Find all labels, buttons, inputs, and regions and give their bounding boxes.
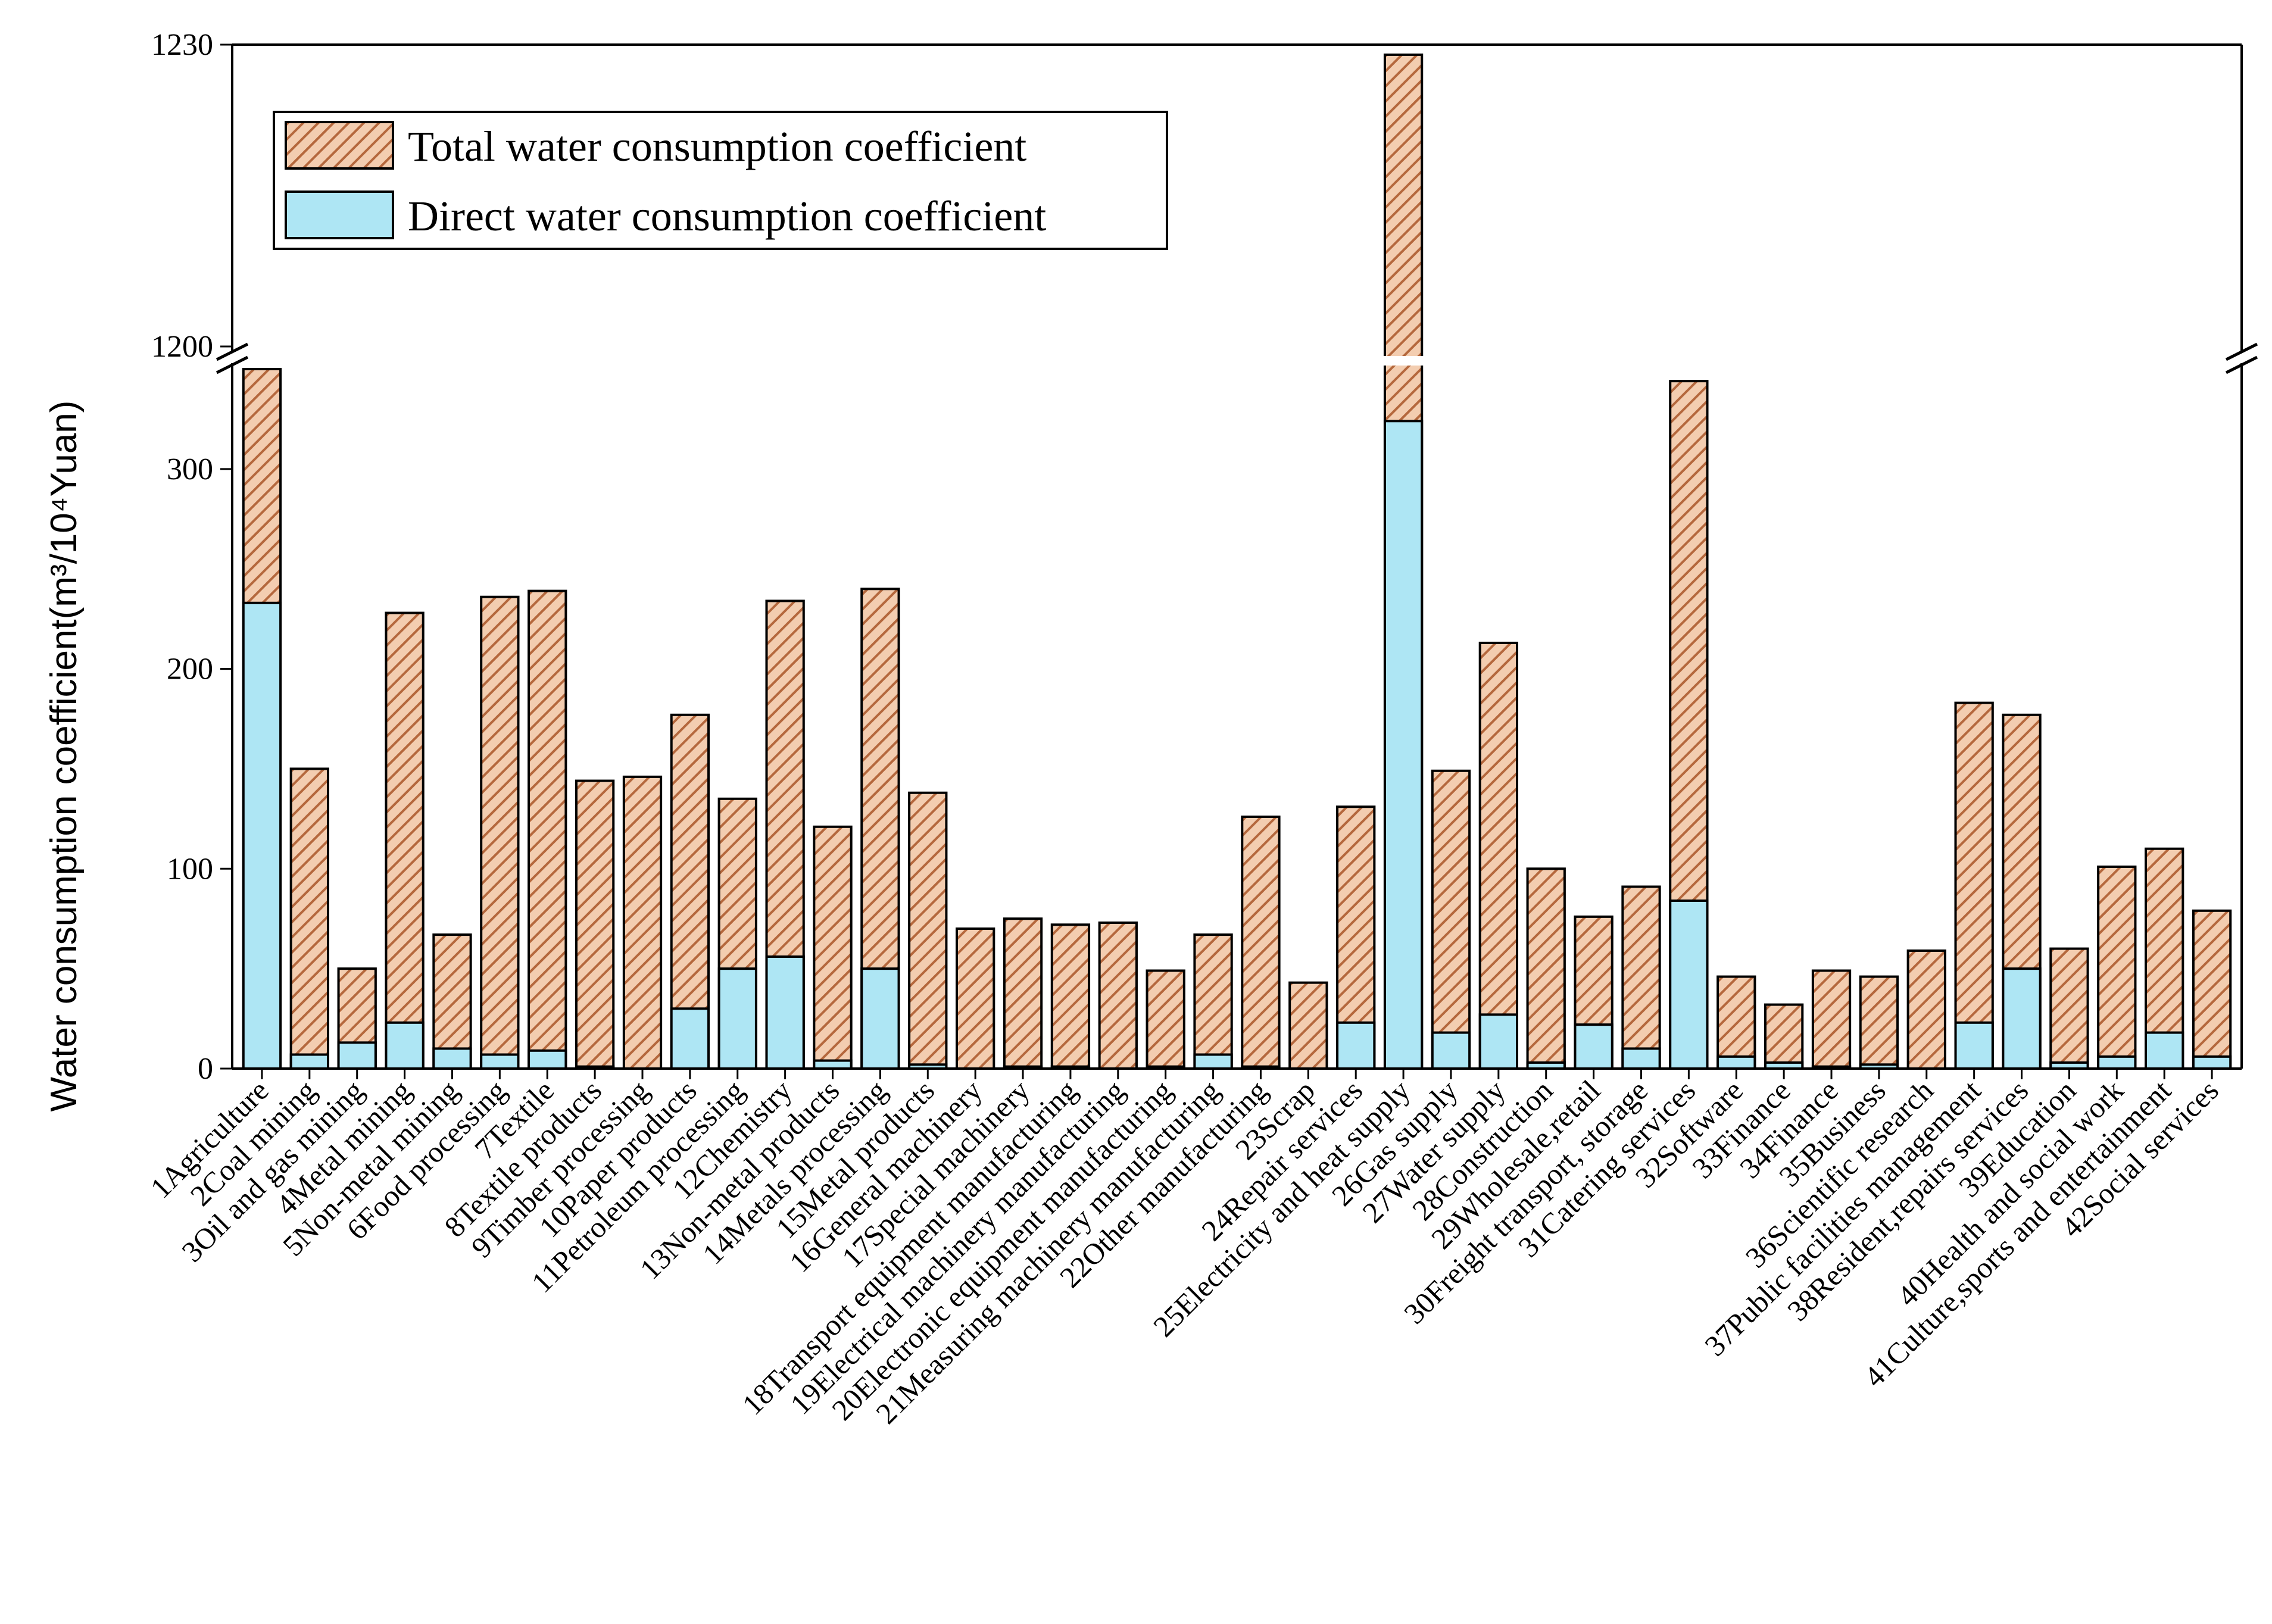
bar-direct <box>2002 967 2042 1070</box>
bar-total <box>1717 975 1756 1070</box>
bar-direct <box>1383 420 1424 1070</box>
bar-direct <box>289 1053 329 1070</box>
bar-direct <box>528 1049 567 1070</box>
bar-total <box>1050 923 1091 1070</box>
bar-direct <box>1954 1021 1994 1070</box>
bar-direct <box>813 1059 853 1070</box>
bar-total <box>908 791 948 1070</box>
bar-direct <box>1574 1023 1614 1070</box>
bar-direct <box>670 1007 710 1070</box>
bar-total <box>1146 969 1185 1070</box>
bar-total <box>1431 769 1471 1070</box>
bar-total <box>813 825 853 1070</box>
legend: Total water consumption coefficient Dire… <box>273 111 1168 250</box>
bar-direct <box>1193 1053 1233 1070</box>
legend-label-direct: Direct water consumption coefficient <box>408 192 1046 240</box>
bar-total <box>1098 921 1138 1070</box>
bar-total <box>956 927 995 1070</box>
bar-total <box>1526 867 1566 1070</box>
bar-direct <box>765 955 805 1070</box>
bar-direct <box>1336 1021 1376 1070</box>
bar-direct <box>2097 1055 2137 1070</box>
bar-total <box>385 611 425 1070</box>
bar-direct <box>242 601 282 1070</box>
bar-direct <box>1621 1047 1661 1070</box>
legend-swatch-direct <box>285 190 394 239</box>
y-tick-label: 1230 <box>151 28 213 62</box>
y-tick-label: 300 <box>167 452 213 486</box>
bar-direct <box>385 1021 425 1070</box>
bar-direct <box>432 1047 472 1070</box>
axis-break-marker-right <box>2225 342 2258 361</box>
bar-direct <box>337 1041 377 1070</box>
bar-total <box>289 767 329 1070</box>
axis-break-marker-left <box>216 355 249 374</box>
y-tick-label: 1200 <box>151 330 213 364</box>
axis-break-marker-right <box>2225 355 2258 374</box>
bar-total <box>2049 947 2089 1070</box>
bar-total <box>1764 1003 1804 1070</box>
bar-total <box>2192 909 2232 1070</box>
bar-total <box>1954 701 1994 1070</box>
y-tick-label: 100 <box>167 852 213 886</box>
axis-break-marker-left <box>216 342 249 361</box>
y-tick-label: 0 <box>198 1052 213 1086</box>
bar-total <box>622 775 663 1070</box>
bar-total <box>1811 969 1852 1070</box>
bar-direct <box>860 967 900 1070</box>
bar-total <box>1193 933 1233 1070</box>
y-tick-label: 200 <box>167 652 213 686</box>
bar-total <box>480 595 520 1070</box>
y-axis-label: Water consumption coefficient(m³/10⁴Yuan… <box>43 401 85 1112</box>
bar-direct <box>717 967 757 1070</box>
bar-direct <box>1717 1055 1756 1070</box>
bar-total <box>1859 975 1899 1070</box>
bar-total <box>1906 949 1946 1070</box>
bar-total <box>432 933 472 1070</box>
bar-direct <box>1478 1013 1518 1070</box>
bars <box>242 53 2232 1070</box>
bar-total <box>1621 885 1661 1070</box>
bar-direct <box>1669 900 1709 1070</box>
bar-direct <box>2192 1055 2232 1070</box>
bar-total <box>1241 816 1281 1070</box>
bar-direct <box>2145 1031 2184 1070</box>
bar-direct <box>1431 1031 1471 1070</box>
bar-total <box>528 589 567 1070</box>
legend-frame <box>273 111 1168 250</box>
axis-break-gap <box>1382 356 1424 366</box>
bar-total <box>1478 641 1518 1070</box>
bar-total <box>1288 981 1328 1070</box>
bar-total <box>1003 917 1043 1070</box>
legend-label-total: Total water consumption coefficient <box>408 123 1026 170</box>
legend-swatch-total <box>285 121 394 170</box>
bar-total <box>2097 865 2137 1070</box>
bar-direct <box>480 1053 520 1070</box>
bar-total <box>575 779 615 1070</box>
